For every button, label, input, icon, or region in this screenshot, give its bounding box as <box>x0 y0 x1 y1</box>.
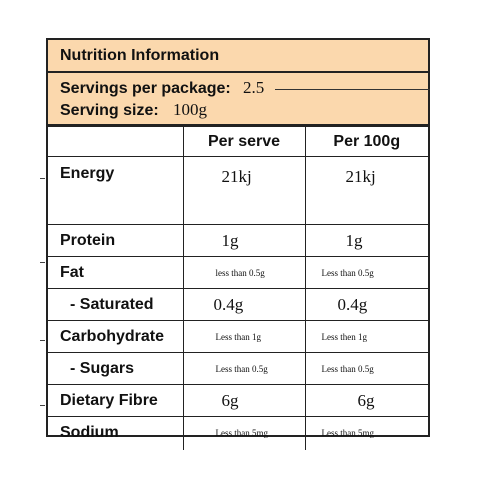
saturated-per-100g: 0.4g <box>304 288 428 321</box>
nutrition-title-bar: Nutrition Information <box>48 40 428 73</box>
nutrition-title: Nutrition Information <box>60 47 220 64</box>
column-header-per-100g: Per 100g <box>304 126 428 157</box>
row-label-energy: Energy <box>48 156 184 225</box>
table-row: Carbohydrate Less than 1g Less then 1g <box>48 320 428 353</box>
table-row: Energy 21kj 21kj <box>48 156 428 225</box>
left-edge-tick <box>40 262 45 263</box>
protein-per-serve: 1g <box>182 224 306 257</box>
sodium-per-serve: Less than 5mg <box>182 416 306 450</box>
row-label-protein: Protein <box>48 224 184 257</box>
row-label-saturated: - Saturated <box>48 288 184 321</box>
left-edge-tick <box>40 405 45 406</box>
nutrition-table: Per serve Per 100g Energy 21kj 21kj Prot… <box>48 126 428 450</box>
row-label-sodium: Sodium <box>48 416 184 450</box>
dietary-fibre-per-serve: 6g <box>182 384 306 417</box>
fat-per-serve: less than 0.5g <box>182 256 306 289</box>
servings-info: Servings per package: 2.5 Serving size: … <box>48 73 430 126</box>
table-row: - Sugars Less than 0.5g Less than 0.5g <box>48 352 428 385</box>
energy-per-serve: 21kj <box>182 156 306 225</box>
column-header-per-serve: Per serve <box>182 126 306 157</box>
left-edge-tick <box>40 178 45 179</box>
saturated-per-serve: 0.4g <box>182 288 306 321</box>
row-label-dietary-fibre: Dietary Fibre <box>48 384 184 417</box>
table-row: Protein 1g 1g <box>48 224 428 257</box>
carbohydrate-per-serve: Less than 1g <box>182 320 306 353</box>
fat-per-100g: Less than 0.5g <box>304 256 428 289</box>
nutrition-panel: Nutrition Information Servings per packa… <box>46 38 430 450</box>
table-row: Sodium Less than 5mg Less than 5mg <box>48 416 428 450</box>
sugars-per-serve: Less than 0.5g <box>182 352 306 385</box>
left-edge-tick <box>40 340 45 341</box>
servings-underline <box>275 89 430 90</box>
table-header-row: Per serve Per 100g <box>48 126 428 157</box>
row-label-fat: Fat <box>48 256 184 289</box>
table-row: Fat less than 0.5g Less than 0.5g <box>48 256 428 289</box>
serving-size-value: 100g <box>173 100 207 119</box>
row-label-sugars: - Sugars <box>48 352 184 385</box>
sugars-per-100g: Less than 0.5g <box>304 352 428 385</box>
row-label-carbohydrate: Carbohydrate <box>48 320 184 353</box>
table-row: - Saturated 0.4g 0.4g <box>48 288 428 321</box>
energy-per-100g: 21kj <box>304 156 428 225</box>
carbohydrate-per-100g: Less then 1g <box>304 320 428 353</box>
table-row: Dietary Fibre 6g 6g <box>48 384 428 417</box>
sodium-per-100g: Less than 5mg <box>304 416 428 450</box>
serving-size-label: Serving size: <box>60 102 159 119</box>
protein-per-100g: 1g <box>304 224 428 257</box>
header-blank-cell <box>48 126 184 157</box>
servings-per-package-value: 2.5 <box>243 78 265 97</box>
dietary-fibre-per-100g: 6g <box>304 384 428 417</box>
servings-per-package-label: Servings per package: <box>60 80 231 97</box>
